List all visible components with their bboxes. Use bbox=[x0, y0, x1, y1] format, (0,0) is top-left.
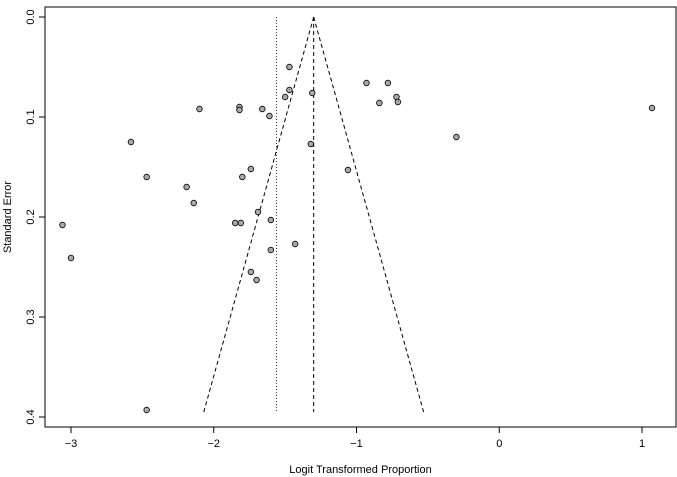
data-point bbox=[236, 106, 243, 114]
data-point bbox=[143, 173, 150, 181]
data-point bbox=[67, 254, 75, 262]
x-tick-label: 1 bbox=[639, 438, 645, 450]
data-point bbox=[266, 112, 273, 120]
x-tick-label: −1 bbox=[350, 438, 363, 450]
data-point bbox=[307, 140, 315, 148]
data-point bbox=[453, 133, 460, 141]
data-point bbox=[309, 89, 316, 97]
data-point bbox=[267, 216, 275, 224]
data-point bbox=[267, 246, 275, 254]
data-point bbox=[59, 221, 66, 229]
x-axis-title: Logit Transformed Proportion bbox=[289, 464, 431, 476]
y-axis-title: Standard Error bbox=[2, 181, 14, 253]
data-point bbox=[190, 199, 197, 207]
y-tick-label: 0.2 bbox=[25, 209, 37, 224]
data-point bbox=[247, 268, 255, 276]
data-point bbox=[231, 219, 239, 227]
data-point bbox=[286, 63, 293, 71]
data-point bbox=[286, 86, 293, 94]
data-point bbox=[254, 208, 262, 216]
data-point bbox=[127, 138, 135, 146]
y-tick-label: 0.1 bbox=[25, 109, 37, 124]
data-point bbox=[376, 99, 383, 107]
data-point bbox=[183, 183, 190, 191]
y-tick-label: 0.3 bbox=[25, 309, 37, 324]
funnel-guides bbox=[203, 16, 425, 413]
data-point bbox=[143, 406, 150, 414]
data-point bbox=[384, 79, 392, 87]
data-point bbox=[239, 173, 246, 181]
x-axis: −3 −2 −1 0 1 bbox=[65, 427, 645, 450]
y-tick-label: 0.4 bbox=[25, 409, 37, 424]
funnel-right-line bbox=[313, 16, 425, 413]
data-point bbox=[247, 165, 255, 173]
data-point bbox=[291, 240, 299, 248]
y-axis: 0.0 0.1 0.2 0.3 0.4 bbox=[25, 9, 45, 425]
y-tick-label: 0.0 bbox=[25, 9, 37, 24]
data-point bbox=[196, 105, 203, 113]
data-point bbox=[648, 104, 656, 112]
data-point bbox=[363, 79, 370, 87]
data-point bbox=[281, 93, 289, 101]
data-point bbox=[237, 219, 245, 227]
data-point bbox=[344, 166, 352, 174]
data-point bbox=[253, 276, 260, 284]
x-tick-label: 0 bbox=[496, 438, 502, 450]
x-tick-label: −3 bbox=[65, 438, 78, 450]
data-points bbox=[59, 63, 656, 414]
plot-frame bbox=[44, 6, 677, 428]
data-point bbox=[394, 98, 402, 106]
x-tick-label: −2 bbox=[207, 438, 220, 450]
data-point bbox=[259, 105, 266, 113]
